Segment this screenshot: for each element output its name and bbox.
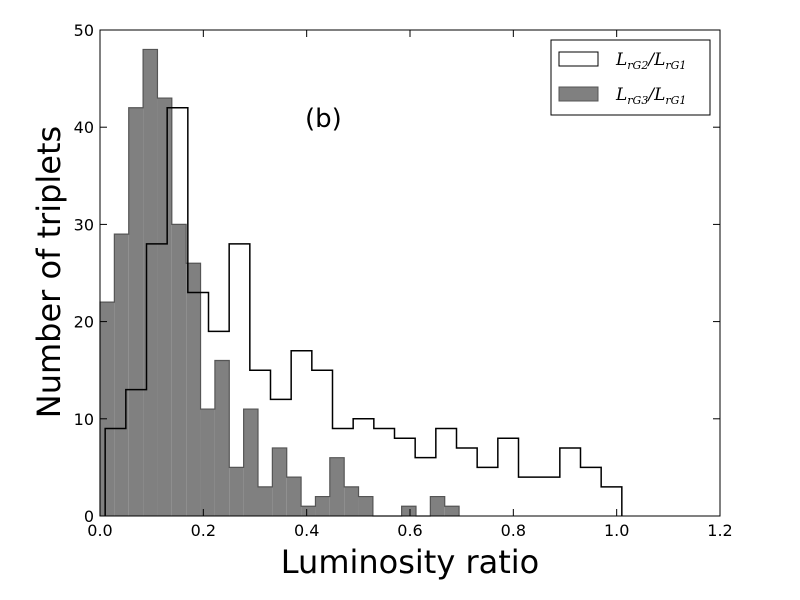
bar-series-2-bin-22	[401, 506, 416, 516]
legend-swatch-series-2	[558, 86, 599, 102]
bar-series-2-bin-12	[257, 486, 273, 516]
y-tick-label: 10	[74, 410, 94, 429]
x-axis-label: Luminosity ratio	[281, 543, 539, 581]
bar-series-2-bin-13	[272, 447, 287, 516]
legend-label-series-1: LrG2/LrG1	[615, 50, 686, 72]
bar-series-2-bin-14	[286, 477, 302, 516]
x-tick-label: 1.0	[604, 521, 629, 540]
series-2-outline	[99, 48, 460, 517]
y-tick-label: 30	[74, 215, 94, 234]
bar-series-2-bin-7	[186, 263, 201, 516]
bar-series-2-bin-10	[229, 467, 244, 516]
x-tick-label: 0.0	[87, 521, 112, 540]
bar-series-2-bin-15	[301, 506, 316, 516]
y-axis-label: Number of triplets	[30, 126, 68, 418]
bar-series-2-bin-5	[157, 98, 172, 516]
bar-series-2-bin-8	[200, 409, 215, 516]
bar-series-2-bin-1	[100, 302, 115, 516]
bar-series-2-bin-17	[329, 457, 345, 516]
legend: LrG2/LrG1 LrG3/LrG1	[550, 39, 711, 116]
bar-series-2-bin-19	[358, 496, 373, 516]
bar-series-2-bin-16	[315, 496, 330, 516]
bar-series-2-bin-24	[430, 496, 445, 516]
x-tick-label: 1.2	[707, 521, 732, 540]
y-tick-label: 20	[74, 313, 94, 332]
bar-series-2-bin-18	[344, 486, 359, 516]
x-tick-label: 0.8	[501, 521, 526, 540]
bar-series-2-bin-6	[171, 224, 187, 516]
bar-series-2-bin-4	[143, 49, 158, 516]
legend-label-series-2: LrG3/LrG1	[615, 85, 686, 107]
x-tick-label: 0.4	[294, 521, 319, 540]
y-tick-label: 0	[84, 507, 94, 526]
y-tick-label: 40	[74, 118, 94, 137]
series-1-step-line	[104, 107, 623, 516]
bar-series-2-bin-2	[114, 234, 129, 516]
x-tick-label: 0.6	[397, 521, 422, 540]
bar-series-2-bin-3	[128, 107, 144, 516]
panel-annotation: (b)	[305, 104, 342, 134]
bar-series-2-bin-11	[243, 409, 258, 516]
legend-swatch-series-1	[558, 51, 599, 67]
y-tick-label: 50	[74, 21, 94, 40]
bar-series-2-bin-25	[444, 506, 460, 516]
bar-series-2-bin-9	[214, 360, 230, 516]
x-tick-label: 0.2	[191, 521, 216, 540]
